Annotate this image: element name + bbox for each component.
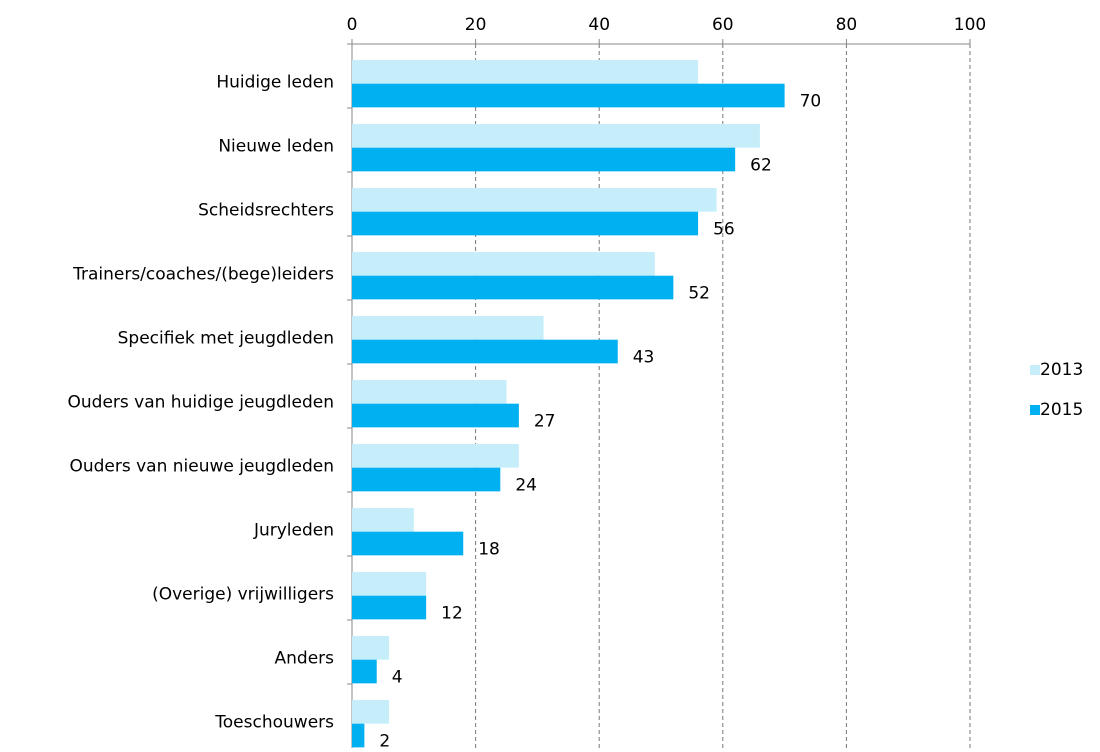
legend-swatch xyxy=(1030,405,1040,415)
y-tick-label: Ouders van nieuwe jeugdleden xyxy=(69,456,334,476)
bar xyxy=(352,211,699,236)
data-label: 70 xyxy=(800,91,822,111)
bar xyxy=(352,444,519,468)
y-tick-label: Ouders van huidige jeugdleden xyxy=(68,392,335,412)
data-label: 27 xyxy=(534,411,556,431)
bar xyxy=(352,275,674,300)
bar xyxy=(352,147,736,172)
data-label: 18 xyxy=(478,539,500,559)
data-label: 24 xyxy=(515,475,537,495)
bar xyxy=(352,403,519,428)
bar xyxy=(352,316,544,340)
y-tick-label: Trainers/coaches/(bege)leiders xyxy=(72,264,334,284)
x-tick-label: 60 xyxy=(712,15,734,35)
bar xyxy=(352,188,717,212)
y-tick-label: Huidige leden xyxy=(216,72,334,92)
data-label: 4 xyxy=(392,667,403,687)
bar xyxy=(352,380,507,404)
y-tick-label: Toeschouwers xyxy=(214,712,334,732)
y-tick-label: Scheidsrechters xyxy=(198,200,334,220)
y-tick-label: Juryleden xyxy=(253,520,334,540)
y-tick-label: Nieuwe leden xyxy=(218,136,334,156)
x-tick-label: 100 xyxy=(954,15,986,35)
y-tick-label: Specifiek met jeugdleden xyxy=(118,328,334,348)
bar xyxy=(352,700,390,724)
x-tick-label: 20 xyxy=(465,15,487,35)
bar xyxy=(352,339,618,364)
data-label: 2 xyxy=(379,731,390,748)
legend-label: 2013 xyxy=(1040,360,1083,380)
data-label: 43 xyxy=(633,347,655,367)
data-label: 56 xyxy=(713,219,735,239)
bar xyxy=(352,83,785,108)
bar xyxy=(352,60,699,84)
bar xyxy=(352,467,501,492)
bar xyxy=(352,572,427,596)
data-label: 12 xyxy=(441,603,463,623)
x-tick-label: 80 xyxy=(836,15,858,35)
legend-swatch xyxy=(1030,365,1040,375)
bar xyxy=(352,531,464,556)
legend-label: 2015 xyxy=(1040,400,1083,420)
bar xyxy=(352,124,760,148)
bar xyxy=(352,636,390,660)
bar xyxy=(352,659,377,684)
bar xyxy=(352,595,427,620)
x-tick-label: 0 xyxy=(347,15,358,35)
bar xyxy=(352,252,655,276)
bar xyxy=(352,723,365,748)
data-label: 62 xyxy=(750,155,772,175)
x-tick-label: 40 xyxy=(588,15,610,35)
y-tick-label: (Overige) vrijwilligers xyxy=(152,584,334,604)
bar xyxy=(352,508,414,532)
data-label: 52 xyxy=(688,283,710,303)
y-tick-label: Anders xyxy=(275,648,335,668)
